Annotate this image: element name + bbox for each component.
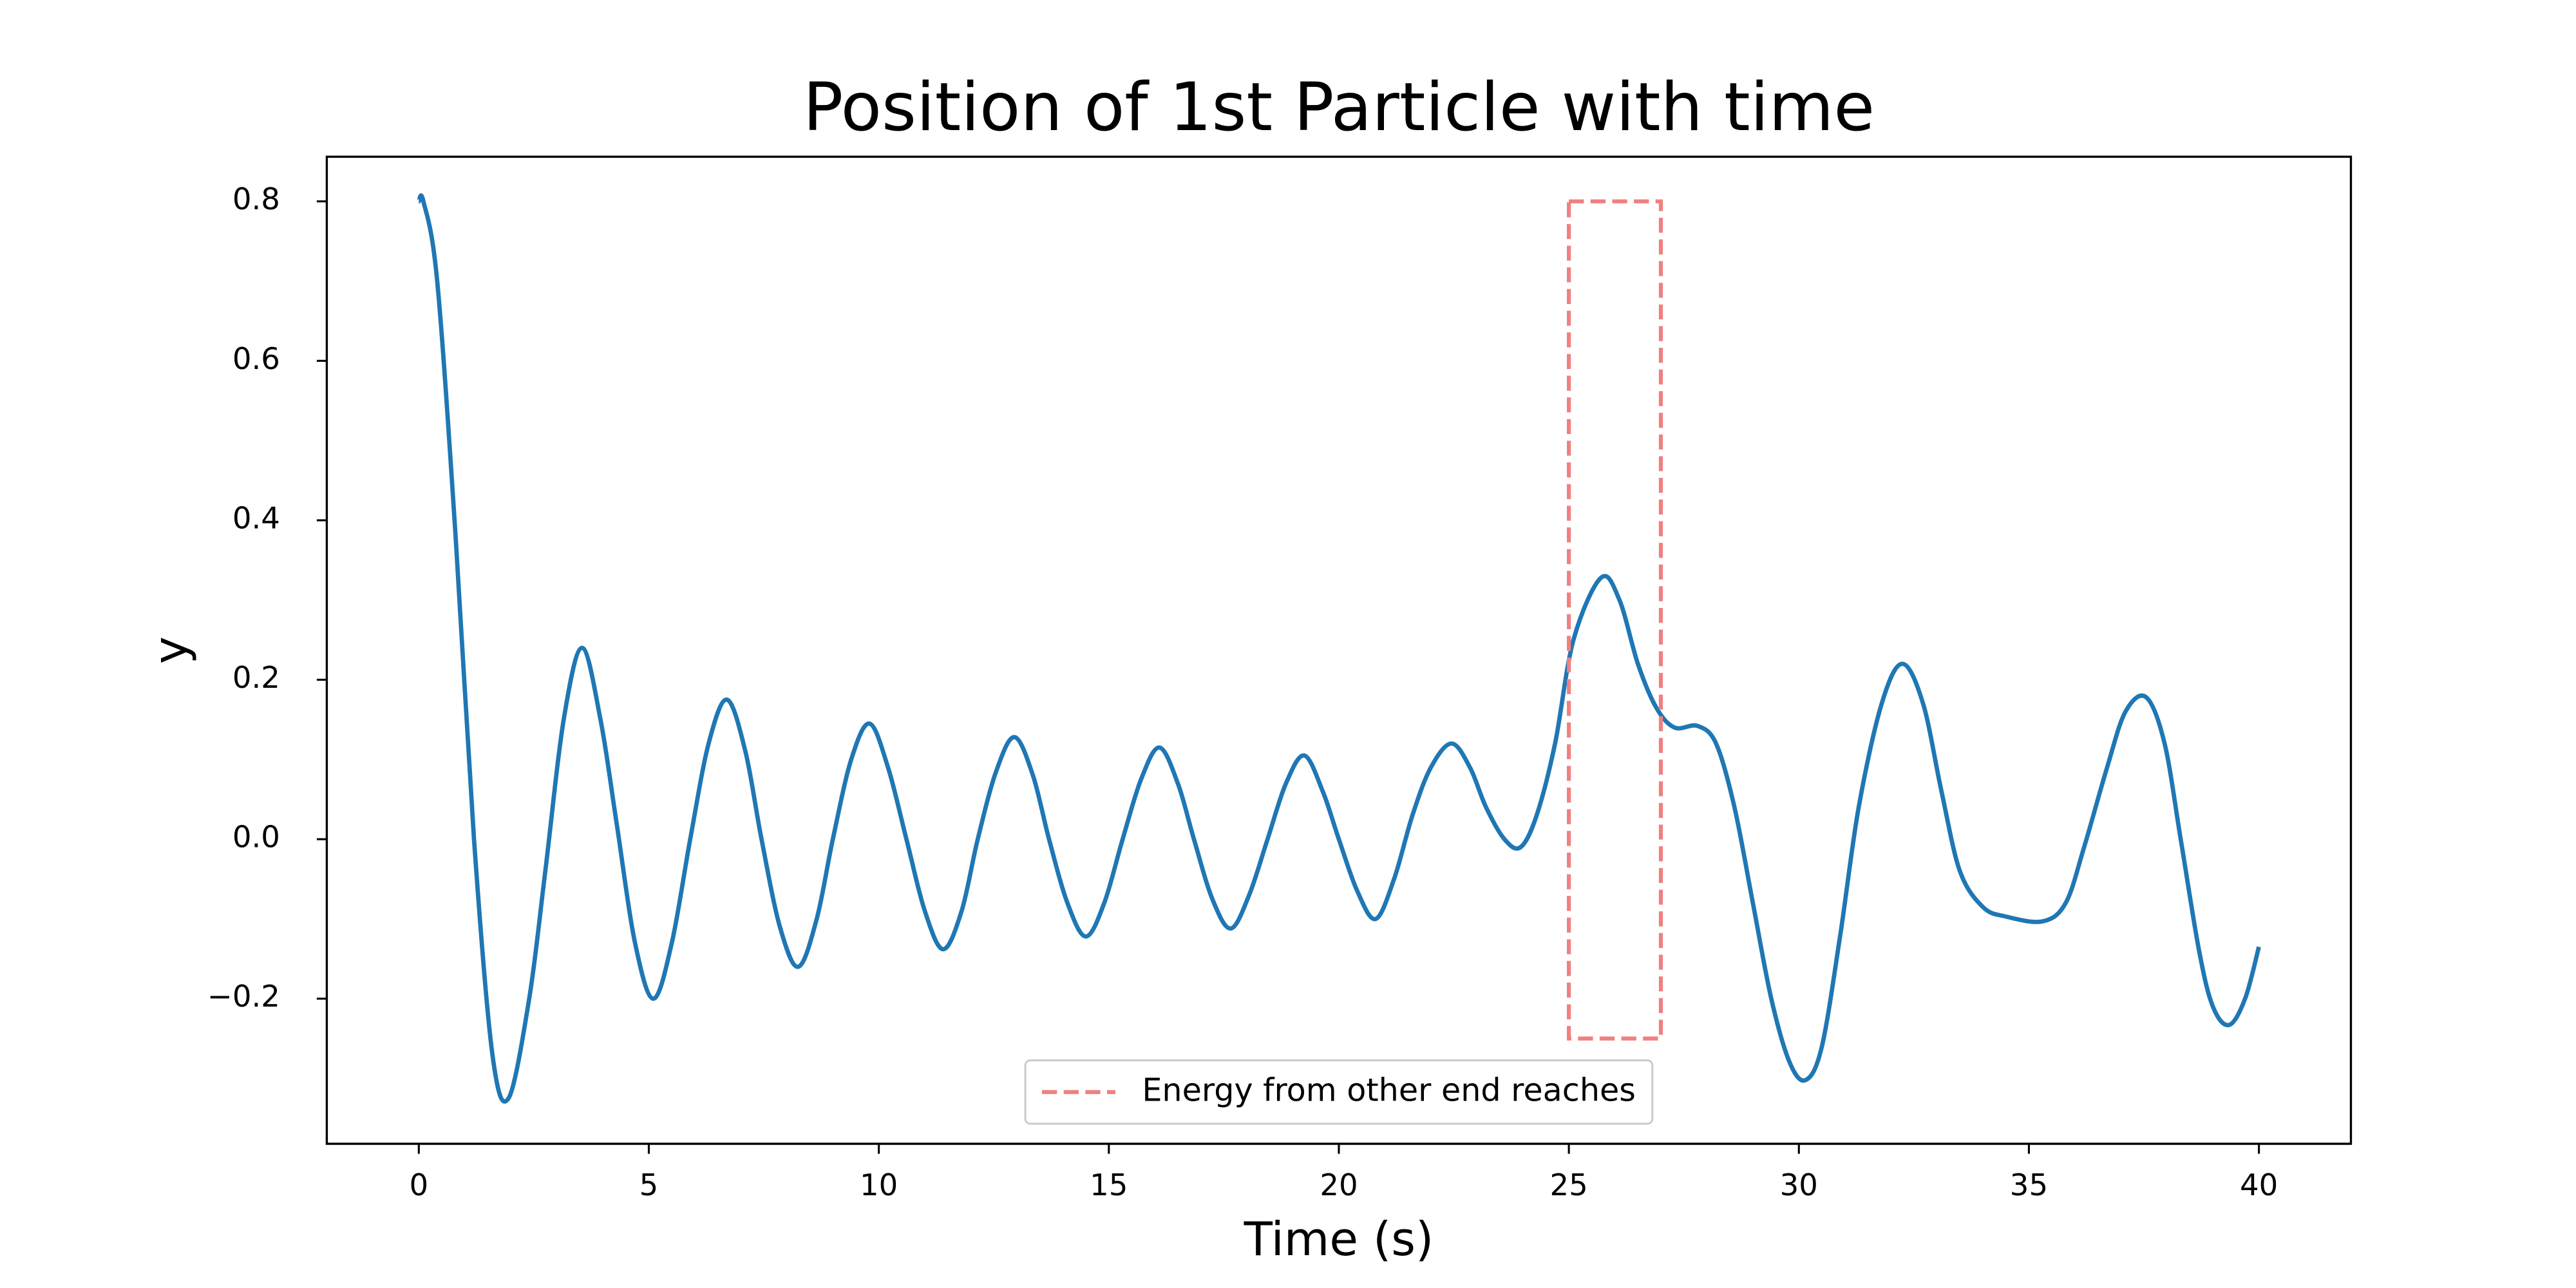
y-tick-label: 0.8	[232, 182, 280, 216]
data-line	[416, 193, 2261, 1104]
plot-frame	[325, 155, 2353, 1145]
legend: Energy from other end reaches	[1024, 1059, 1654, 1125]
highlight-box	[1567, 199, 1663, 1041]
x-tick-label: 20	[1320, 1168, 1358, 1202]
y-tick-label: 0.2	[232, 660, 280, 695]
legend-label: Energy from other end reaches	[1142, 1071, 1636, 1108]
y-tick-label: 0.0	[232, 820, 280, 855]
y-axis-label: y	[144, 636, 198, 664]
x-tick-label: 10	[860, 1168, 898, 1202]
x-tick-label: 40	[2240, 1168, 2278, 1202]
x-tick-label: 15	[1090, 1168, 1128, 1202]
y-tick-label: 0.6	[232, 341, 280, 376]
x-tick-label: 5	[639, 1168, 659, 1202]
legend-box	[1024, 1059, 1654, 1125]
x-tick-label: 35	[2010, 1168, 2048, 1202]
x-tick-label: 25	[1549, 1168, 1587, 1202]
x-tick-label: 30	[1780, 1168, 1818, 1202]
y-tick-label: −0.2	[207, 979, 280, 1014]
x-tick-label: 0	[409, 1168, 428, 1202]
y-tick-label: 0.4	[232, 500, 280, 535]
chart-title: Position of 1st Particle with time	[803, 69, 1875, 146]
x-axis-label: Time (s)	[1244, 1213, 1434, 1267]
